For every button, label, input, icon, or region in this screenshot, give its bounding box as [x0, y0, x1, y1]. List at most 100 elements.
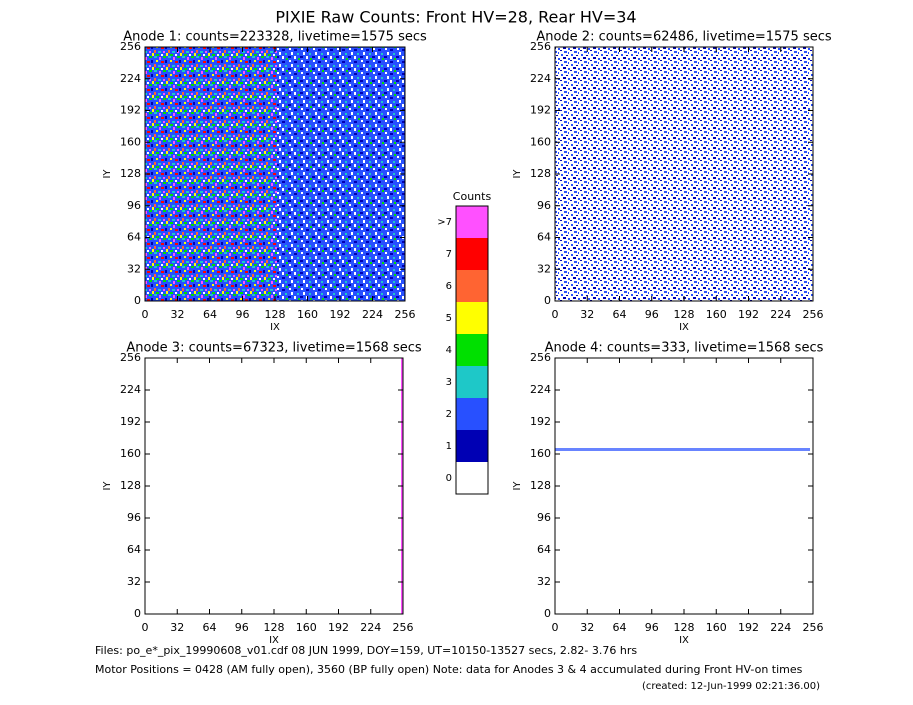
x-tick-label: 64: [613, 308, 627, 321]
y-tick-label: 160: [530, 447, 551, 460]
color-swatch: [456, 334, 488, 366]
x-axis-label: IX: [270, 322, 280, 333]
x-tick-label: 192: [330, 308, 351, 321]
color-swatch: [456, 270, 488, 302]
color-swatch: [456, 238, 488, 270]
y-tick-label: 64: [127, 543, 141, 556]
y-tick-label: 192: [120, 415, 141, 428]
y-tick-label: 256: [120, 351, 141, 364]
y-tick-label: 224: [120, 383, 141, 396]
x-tick-label: 64: [203, 621, 217, 634]
y-tick-label: 160: [530, 135, 551, 148]
x-tick-label: 96: [236, 308, 250, 321]
x-tick-label: 160: [296, 621, 317, 634]
footer-motor: Motor Positions = 0428 (AM fully open), …: [95, 663, 803, 676]
y-axis-label: IY: [512, 481, 523, 491]
panel-title: Anode 2: counts=62486, livetime=1575 sec…: [536, 30, 832, 45]
y-tick-label: 192: [120, 104, 141, 117]
y-axis-label: IY: [512, 169, 523, 179]
x-tick-label: 256: [803, 621, 824, 634]
x-tick-label: 256: [803, 308, 824, 321]
y-tick-label: 0: [134, 607, 141, 620]
y-tick-label: 160: [120, 447, 141, 460]
colorbar-label: 4: [446, 345, 452, 356]
colorbar-label: 3: [446, 377, 452, 388]
y-axis-label: IY: [102, 169, 113, 179]
y-tick-label: 192: [530, 415, 551, 428]
color-swatch: [456, 206, 488, 238]
panel-title: Anode 1: counts=223328, livetime=1575 se…: [123, 30, 427, 45]
footer-created: (created: 12-Jun-1999 02:21:36.00): [642, 681, 820, 692]
y-tick-label: 128: [120, 167, 141, 180]
x-tick-label: 0: [552, 308, 559, 321]
x-tick-label: 0: [142, 308, 149, 321]
x-tick-label: 128: [265, 308, 286, 321]
y-tick-label: 224: [120, 72, 141, 85]
x-tick-label: 192: [328, 621, 349, 634]
x-axis-label: IX: [679, 322, 689, 333]
x-tick-label: 64: [203, 308, 217, 321]
y-tick-label: 128: [120, 479, 141, 492]
y-tick-label: 32: [537, 575, 551, 588]
x-tick-label: 32: [580, 308, 594, 321]
y-tick-label: 224: [530, 383, 551, 396]
colorbar-label: 5: [446, 313, 452, 324]
panel-title: Anode 4: counts=333, livetime=1568 secs: [545, 341, 824, 356]
y-tick-label: 256: [530, 40, 551, 53]
y-tick-label: 96: [537, 511, 551, 524]
y-tick-label: 64: [127, 231, 141, 244]
x-axis-label: IX: [679, 635, 689, 646]
x-axis-label: IX: [269, 635, 279, 646]
y-tick-label: 256: [120, 40, 141, 53]
y-tick-label: 96: [127, 199, 141, 212]
x-tick-label: 256: [393, 621, 414, 634]
y-tick-label: 32: [127, 575, 141, 588]
x-tick-label: 128: [264, 621, 285, 634]
image-texture: [145, 47, 813, 614]
x-tick-label: 128: [674, 308, 695, 321]
y-tick-label: 96: [537, 199, 551, 212]
colorbar-label: 7: [446, 249, 452, 260]
x-tick-label: 224: [362, 308, 383, 321]
x-tick-label: 32: [170, 621, 184, 634]
x-tick-label: 224: [360, 621, 381, 634]
x-tick-label: 224: [770, 621, 791, 634]
x-tick-label: 0: [552, 621, 559, 634]
x-tick-label: 0: [142, 621, 149, 634]
y-tick-label: 0: [544, 607, 551, 620]
y-tick-label: 32: [127, 262, 141, 275]
y-tick-label: 0: [544, 294, 551, 307]
x-tick-label: 96: [645, 621, 659, 634]
x-tick-label: 160: [706, 308, 727, 321]
colorbar-frame: [455, 205, 489, 495]
plot-frame: [144, 357, 404, 615]
color-swatch: [456, 302, 488, 334]
x-tick-label: 256: [395, 308, 416, 321]
y-tick-label: 32: [537, 262, 551, 275]
x-tick-label: 192: [738, 308, 759, 321]
x-tick-label: 32: [171, 308, 185, 321]
x-tick-label: 96: [235, 621, 249, 634]
color-swatch: [456, 366, 488, 398]
x-tick-label: 128: [674, 621, 695, 634]
x-tick-label: 224: [770, 308, 791, 321]
colorbar-title: Counts: [453, 190, 492, 203]
colorbar-label: 0: [446, 473, 452, 484]
y-tick-label: 224: [530, 72, 551, 85]
x-tick-label: 96: [645, 308, 659, 321]
y-tick-label: 64: [537, 231, 551, 244]
y-tick-label: 128: [530, 167, 551, 180]
y-tick-label: 256: [530, 351, 551, 364]
y-tick-label: 192: [530, 104, 551, 117]
colorbar-label: 6: [446, 281, 452, 292]
colorbar-label: >7: [437, 217, 452, 228]
colorbar-label: 2: [446, 409, 452, 420]
x-tick-label: 160: [706, 621, 727, 634]
panel-title: Anode 3: counts=67323, livetime=1568 sec…: [126, 341, 422, 356]
x-tick-label: 160: [297, 308, 318, 321]
footer-files: Files: po_e*_pix_19990608_v01.cdf 08 JUN…: [95, 644, 637, 657]
color-swatch: [456, 398, 488, 430]
y-tick-label: 64: [537, 543, 551, 556]
